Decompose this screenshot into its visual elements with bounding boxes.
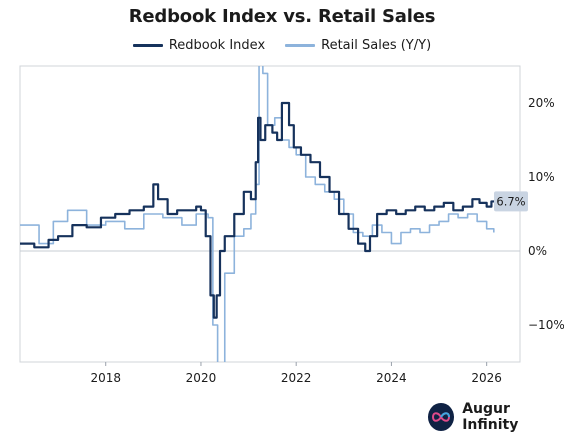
end-value-box (494, 191, 528, 212)
y-tick-label: 0% (528, 244, 547, 258)
x-tick-label: 2022 (281, 371, 312, 385)
infinity-icon (428, 403, 455, 431)
y-tick-label: −10% (528, 318, 564, 332)
x-tick-label: 2024 (376, 371, 407, 385)
plot-frame (19, 65, 521, 363)
legend-label-retail: Retail Sales (Y/Y) (321, 38, 432, 53)
x-tick-label: 2026 (471, 371, 502, 385)
x-tick-label: 2018 (90, 371, 121, 385)
legend-swatch-redbook (132, 44, 163, 47)
chart-title: Redbook Index vs. Retail Sales (128, 6, 436, 27)
legend-item-redbook: Redbook Index (132, 38, 266, 53)
legend-swatch-retail (285, 44, 316, 47)
legend: Redbook Index Retail Sales (Y/Y) (0, 38, 564, 53)
legend-item-retail: Retail Sales (Y/Y) (285, 38, 431, 53)
y-tick-label: 20% (528, 96, 555, 110)
brand-name: Augur Infinity (462, 401, 519, 433)
legend-label-redbook: Redbook Index (168, 38, 266, 53)
series-line-redbook (20, 101, 497, 319)
x-tick-label: 2020 (186, 371, 217, 385)
y-tick-label: 10% (528, 170, 555, 184)
end-value-label: 6.7% (496, 194, 525, 208)
brand-footer: Augur Infinity (428, 401, 564, 433)
